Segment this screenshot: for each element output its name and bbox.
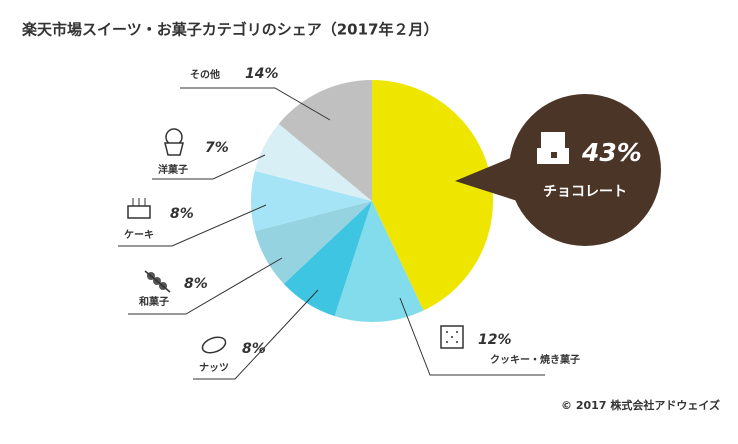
category-label: その他 [190,68,220,81]
leader-line [152,154,266,180]
leader-line [128,257,283,315]
slice [251,170,372,232]
slice [372,80,493,311]
category-label: クッキー・焼き菓子 [490,353,580,366]
slice [334,201,424,322]
pie [251,80,493,322]
cupcake-icon [164,128,184,156]
cake-icon [127,198,151,219]
value-label: 8% [170,206,194,222]
slice [254,201,372,284]
value-label: 8% [184,276,208,292]
source: © 2017 株式会社アドウェイズ [561,398,720,412]
category-label: チョコレート [543,184,627,200]
value-label: 12% [478,332,512,348]
callout-bubble [509,94,661,246]
category-label: 洋菓子 [158,163,188,176]
slice [254,123,372,201]
chart-title: 楽天市場スイーツ・お菓子カテゴリのシェア（2017年２月） [22,21,438,39]
leader-line [193,289,319,380]
value-label: 8% [242,341,266,357]
leader-line [118,204,267,247]
slice [278,80,372,201]
leader-line [399,297,545,376]
value-label: 7% [205,140,229,156]
peanut-icon [201,336,227,354]
dango-icon [144,270,171,293]
value-label: 43% [581,138,642,167]
leader-line [180,87,331,121]
category-label: 和菓子 [138,295,169,308]
chocolate-icon [537,132,569,164]
value-label: 14% [245,66,279,82]
category-label: ナッツ [199,362,229,374]
category-label: ケーキ [124,229,154,241]
cookie-icon [440,325,464,349]
slice [283,201,372,317]
